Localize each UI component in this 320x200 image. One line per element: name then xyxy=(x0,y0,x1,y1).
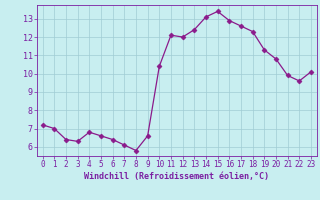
X-axis label: Windchill (Refroidissement éolien,°C): Windchill (Refroidissement éolien,°C) xyxy=(84,172,269,181)
